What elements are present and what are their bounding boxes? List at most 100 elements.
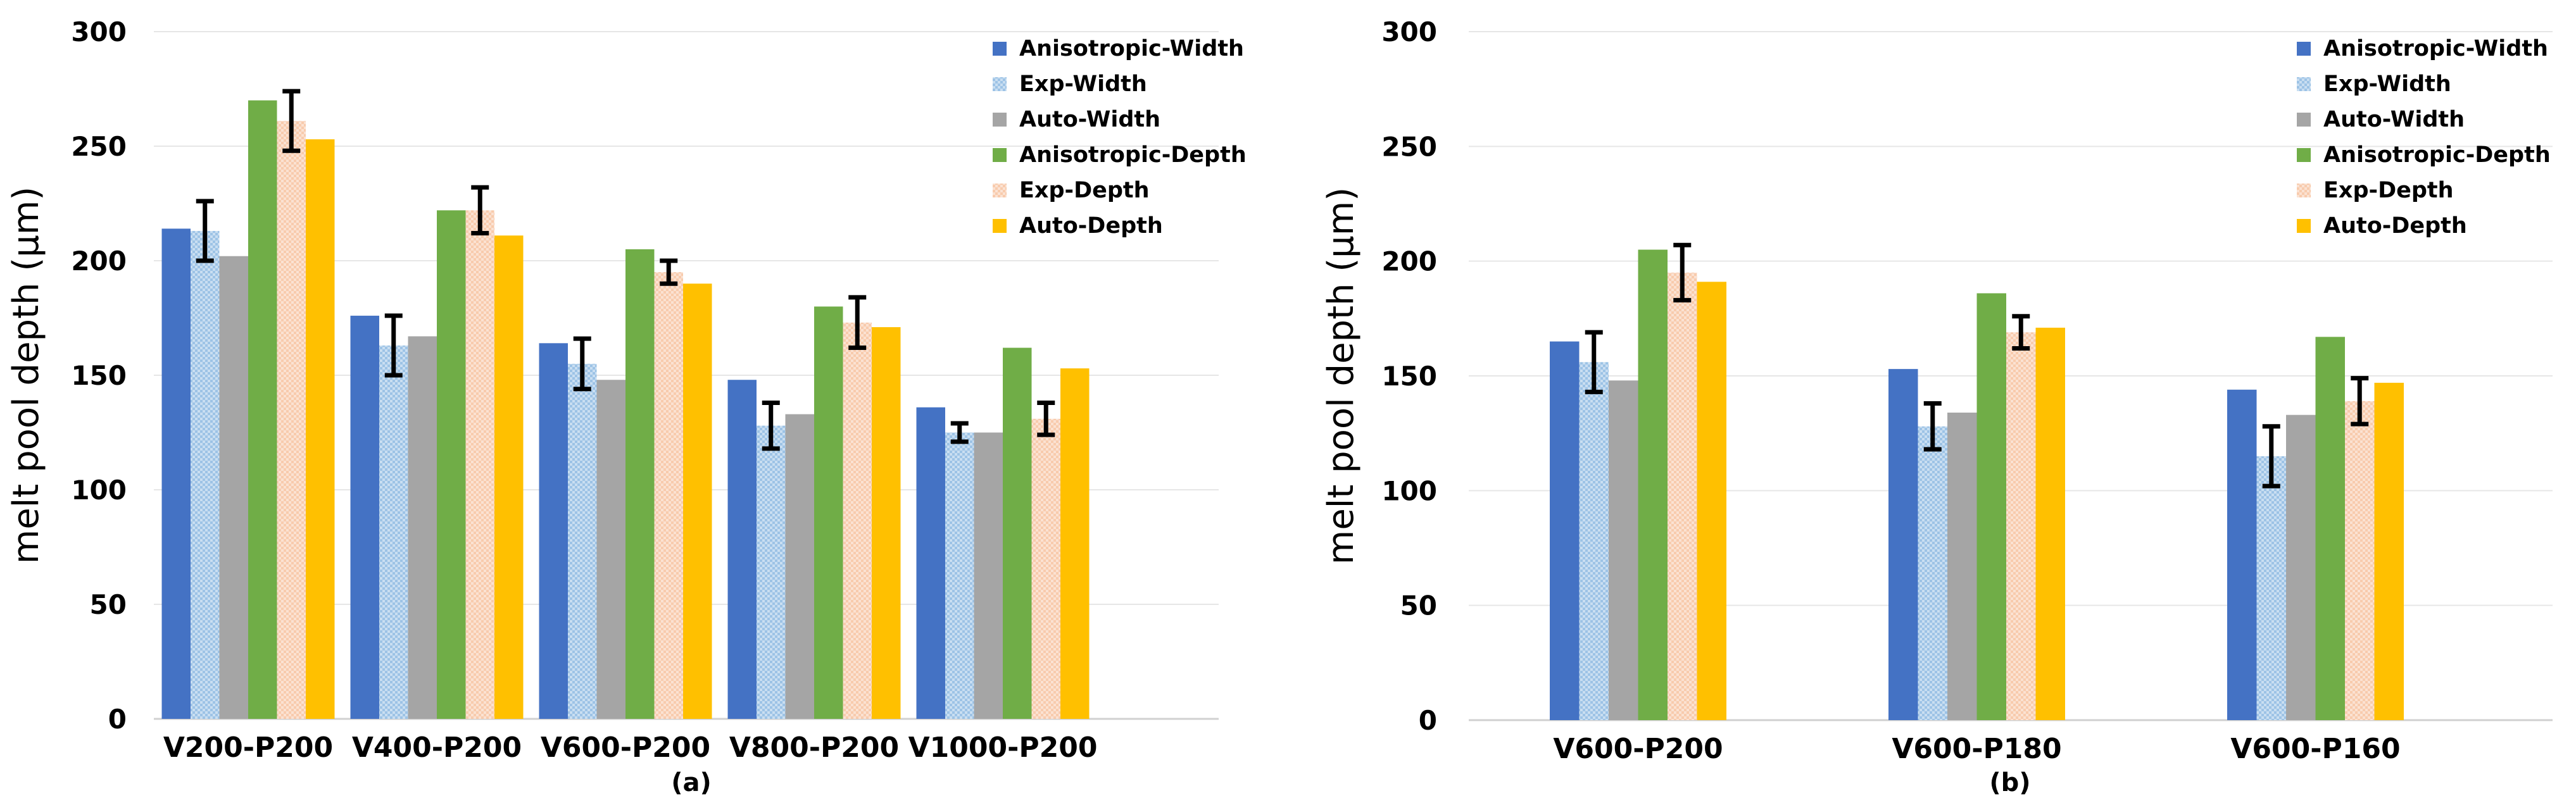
error-bar-exp-depth-v800-p200 <box>848 295 867 351</box>
bar-anisotropic-width-v600-p200 <box>1550 341 1580 720</box>
legend-swatch <box>993 77 1007 91</box>
error-bar-exp-width-v1000-p200 <box>950 421 969 444</box>
bar-exp-depth-v200-p200 <box>277 121 306 719</box>
y-tick-label: 0 <box>108 704 127 735</box>
legend-label: Exp-Width <box>2323 72 2451 97</box>
bar-auto-width-v400-p200 <box>408 336 437 719</box>
legend-swatch <box>993 148 1007 162</box>
y-tick-label: 200 <box>71 246 127 277</box>
y-tick-label: 250 <box>1381 131 1437 162</box>
bar-exp-width-v1000-p200 <box>945 432 974 719</box>
legend-label: Auto-Depth <box>2323 213 2467 239</box>
bar-exp-width-v400-p200 <box>379 345 408 719</box>
x-category-label: V600-P160 <box>2230 733 2400 765</box>
legend-label: Anisotropic-Depth <box>1019 142 1247 168</box>
bar-exp-depth-v600-p180 <box>2006 332 2036 720</box>
chart-panel-0: 0 50 100 150 200 250 300 melt pool depth (μm) V2… <box>6 16 1247 797</box>
bar-auto-depth-v600-p200 <box>683 284 712 719</box>
panel-label: (b) <box>1989 768 2030 797</box>
bar-anisotropic-depth-v800-p200 <box>814 306 843 719</box>
bar-anisotropic-depth-v600-p160 <box>2315 337 2345 720</box>
y-tick-label: 100 <box>1381 475 1437 506</box>
y-tick-label: 0 <box>1419 705 1437 736</box>
legend-label: Exp-Width <box>1019 72 1147 97</box>
bar-anisotropic-depth-v600-p200 <box>1638 249 1668 720</box>
error-bar-exp-depth-v600-p200 <box>660 258 678 286</box>
bar-exp-width-v800-p200 <box>757 425 786 719</box>
bar-anisotropic-width-v600-p200 <box>539 343 568 719</box>
y-tick-label: 300 <box>71 16 127 47</box>
legend-label: Anisotropic-Width <box>1019 36 1244 61</box>
bar-auto-depth-v600-p160 <box>2374 382 2404 720</box>
x-category-label: V400-P200 <box>352 732 522 764</box>
bar-auto-width-v600-p200 <box>1609 380 1638 720</box>
y-tick-label: 200 <box>1381 246 1437 277</box>
legend-label: Exp-Depth <box>2323 178 2454 203</box>
bar-auto-depth-v800-p200 <box>872 327 901 719</box>
x-category-label: V800-P200 <box>729 732 899 764</box>
error-bar-exp-depth-v600-p160 <box>2351 376 2369 427</box>
bar-exp-depth-v600-p200 <box>1668 272 1697 720</box>
legend: Anisotropic-Width Exp-Width Auto-Width Anis… <box>993 36 1247 239</box>
y-tick-label: 150 <box>1381 361 1437 392</box>
x-category-label: V600-P200 <box>541 732 710 764</box>
y-axis-label: melt pool depth (μm) <box>6 187 47 564</box>
legend-swatch <box>2297 148 2311 162</box>
bar-exp-depth-v800-p200 <box>843 322 872 719</box>
error-bar-exp-width-v600-p180 <box>1923 401 1942 452</box>
bar-exp-width-v600-p180 <box>1918 426 1947 720</box>
x-category-label: V600-P180 <box>1892 733 2061 765</box>
y-tick-label: 300 <box>1381 16 1437 47</box>
bar-exp-width-v600-p200 <box>568 363 597 719</box>
bar-anisotropic-depth-v1000-p200 <box>1003 347 1032 719</box>
bar-auto-width-v600-p180 <box>1947 413 1977 720</box>
legend-label: Anisotropic-Depth <box>2323 142 2551 168</box>
bar-anisotropic-width-v600-p180 <box>1888 369 1918 720</box>
bar-anisotropic-width-v800-p200 <box>727 380 757 719</box>
bar-auto-depth-v400-p200 <box>494 235 524 719</box>
bar-auto-width-v600-p160 <box>2286 414 2316 720</box>
error-bar-exp-width-v400-p200 <box>384 313 403 378</box>
bar-auto-depth-v600-p200 <box>1697 282 1726 721</box>
legend-swatch <box>993 184 1007 197</box>
bar-anisotropic-depth-v200-p200 <box>248 100 277 720</box>
bar-exp-depth-v600-p200 <box>654 272 683 720</box>
error-bar-exp-depth-v400-p200 <box>471 185 489 236</box>
bar-auto-width-v800-p200 <box>785 414 814 719</box>
error-bar-exp-width-v600-p160 <box>2262 424 2280 489</box>
legend-label: Anisotropic-Width <box>2323 36 2548 61</box>
y-tick-label: 50 <box>1400 590 1437 621</box>
y-tick-label: 250 <box>71 131 127 162</box>
bar-exp-depth-v400-p200 <box>465 210 494 719</box>
y-axis-label: melt pool depth (μm) <box>1321 187 1362 564</box>
legend-label: Auto-Width <box>2323 107 2465 132</box>
legend-label: Exp-Depth <box>1019 178 1150 203</box>
bar-exp-width-v600-p160 <box>2256 456 2286 720</box>
legend-swatch <box>2297 184 2311 197</box>
error-bar-exp-width-v600-p200 <box>1585 330 1603 394</box>
x-category-label: V200-P200 <box>163 732 333 764</box>
legend-swatch <box>2297 113 2311 127</box>
error-bar-exp-width-v800-p200 <box>762 400 780 451</box>
bar-exp-depth-v1000-p200 <box>1031 418 1060 719</box>
bar-exp-depth-v600-p160 <box>2345 401 2375 720</box>
error-bar-exp-depth-v200-p200 <box>282 89 301 153</box>
legend-swatch <box>993 42 1007 56</box>
legend-label: Auto-Width <box>1019 107 1160 132</box>
bar-anisotropic-depth-v600-p180 <box>1976 293 2006 720</box>
bar-anisotropic-width-v400-p200 <box>350 315 379 719</box>
legend: Anisotropic-Width Exp-Width Auto-Width Anis… <box>2297 36 2551 239</box>
y-tick-label: 150 <box>71 360 127 391</box>
bar-auto-width-v200-p200 <box>219 256 248 719</box>
bar-auto-depth-v200-p200 <box>306 139 335 719</box>
bar-auto-width-v1000-p200 <box>974 432 1003 719</box>
bar-exp-width-v600-p200 <box>1579 362 1609 720</box>
legend-swatch <box>2297 42 2311 56</box>
y-tick-label: 50 <box>90 589 127 620</box>
bar-anisotropic-width-v600-p160 <box>2227 389 2257 720</box>
error-bar-exp-depth-v600-p200 <box>1673 242 1692 302</box>
bar-anisotropic-width-v200-p200 <box>161 228 191 719</box>
panel-label: (a) <box>671 768 712 797</box>
bar-auto-depth-v1000-p200 <box>1060 368 1090 719</box>
